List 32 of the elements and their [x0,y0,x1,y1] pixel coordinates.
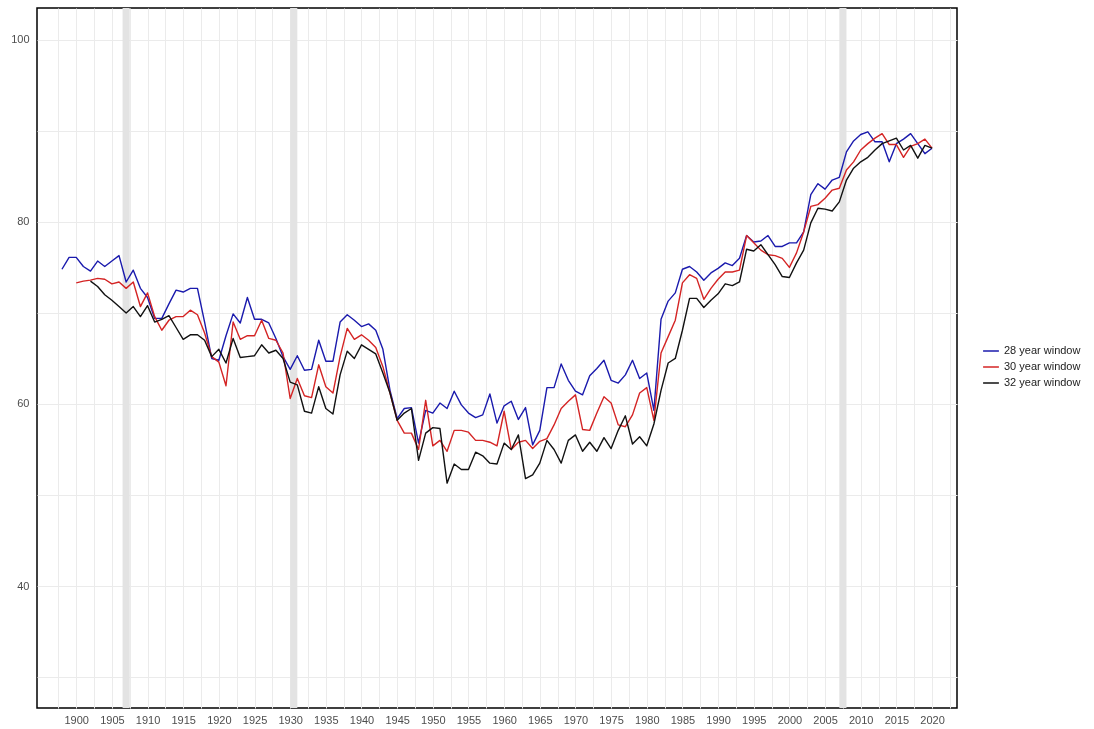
legend-label: 28 year window [1004,344,1081,356]
y-tick-label: 80 [17,215,30,228]
x-tick-label: 1915 [171,713,196,726]
y-tick-label: 40 [17,579,30,592]
x-tick-label: 2015 [884,713,910,726]
x-tick-label: 1960 [492,713,517,726]
x-tick-label: 1955 [456,713,482,726]
x-tick-label: 1910 [135,713,161,726]
legend-label: 32 year window [1004,376,1081,388]
x-tick-label: 1975 [599,713,624,726]
x-tick-label: 2000 [777,713,803,726]
x-tick-label: 1995 [742,713,767,726]
x-tick-label: 1965 [528,713,553,726]
x-tick-label: 1940 [349,713,375,726]
y-tick-label: 100 [11,33,30,46]
x-tick-label: 1980 [635,713,660,726]
x-tick-label: 1970 [563,713,589,726]
x-tick-label: 2010 [848,713,874,726]
x-tick-label: 1925 [242,713,268,726]
x-tick-label: 1985 [670,713,696,726]
x-tick-label: 2020 [920,713,945,726]
x-tick-label: 1935 [314,713,339,726]
x-tick-label: 1920 [207,713,232,726]
x-tick-label: 2005 [813,713,838,726]
x-tick-label: 1930 [278,713,303,726]
legend-label: 30 year window [1004,360,1081,372]
x-tick-label: 1905 [100,713,125,726]
x-tick-label: 1990 [706,713,731,726]
x-tick-label: 1900 [64,713,89,726]
y-tick-label: 60 [17,397,30,410]
x-tick-label: 1945 [385,713,410,726]
x-tick-label: 1950 [421,713,446,726]
